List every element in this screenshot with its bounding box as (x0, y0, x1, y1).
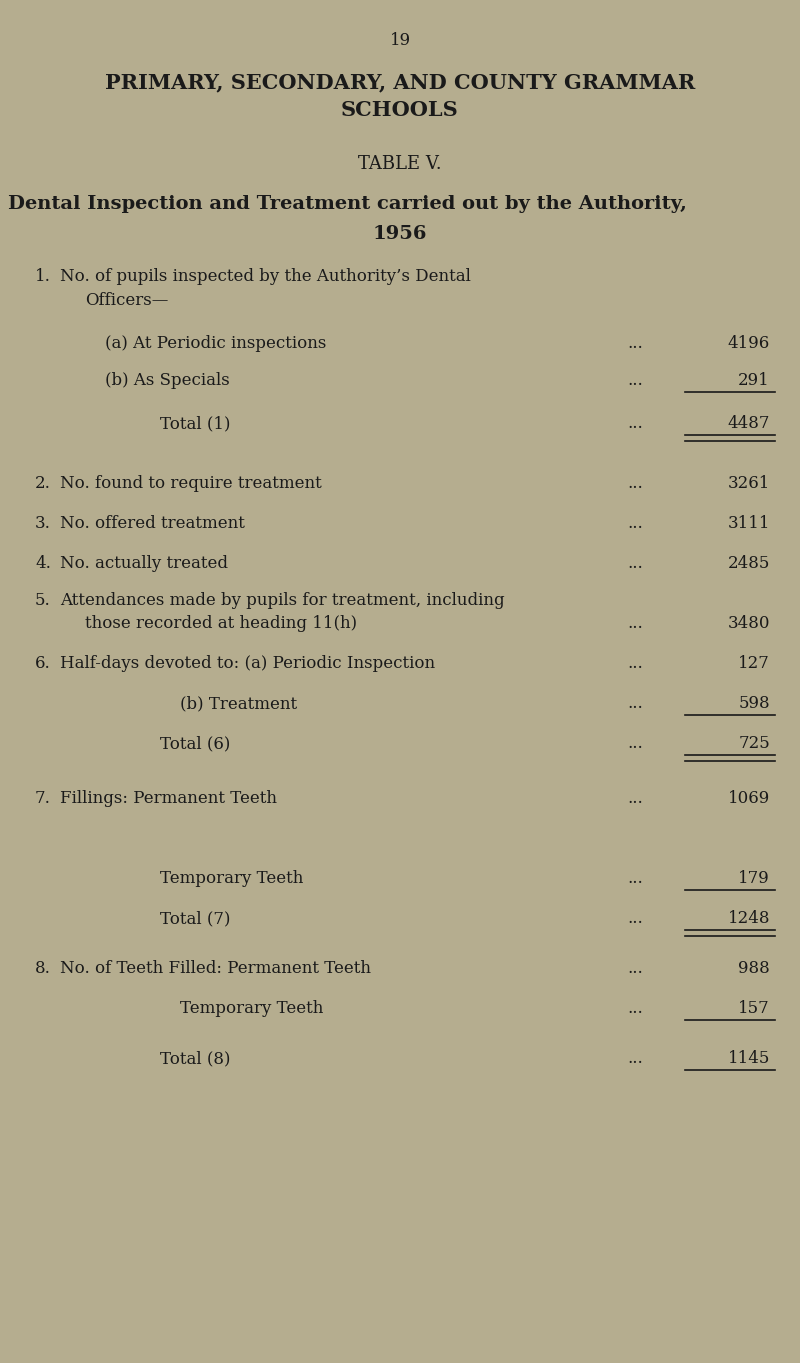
Text: 1956: 1956 (373, 225, 427, 243)
Text: 1248: 1248 (727, 910, 770, 927)
Text: 1069: 1069 (728, 791, 770, 807)
Text: (b) Treatment: (b) Treatment (180, 695, 297, 711)
Text: Total (7): Total (7) (160, 910, 230, 927)
Text: ...: ... (627, 870, 643, 887)
Text: ...: ... (627, 414, 643, 432)
Text: (a) At Periodic inspections: (a) At Periodic inspections (105, 335, 326, 352)
Text: 4196: 4196 (728, 335, 770, 352)
Text: 7.: 7. (35, 791, 51, 807)
Text: Half-days devoted to: (a) Periodic Inspection: Half-days devoted to: (a) Periodic Inspe… (60, 656, 435, 672)
Text: ...: ... (627, 335, 643, 352)
Text: 725: 725 (738, 735, 770, 752)
Text: Officers—: Officers— (85, 292, 168, 309)
Text: 3261: 3261 (728, 474, 770, 492)
Text: ...: ... (627, 1050, 643, 1067)
Text: 1145: 1145 (728, 1050, 770, 1067)
Text: Temporary Teeth: Temporary Teeth (160, 870, 303, 887)
Text: Temporary Teeth: Temporary Teeth (180, 1000, 323, 1017)
Text: ...: ... (627, 515, 643, 532)
Text: No. found to require treatment: No. found to require treatment (60, 474, 322, 492)
Text: 5.: 5. (35, 592, 50, 609)
Text: 598: 598 (738, 695, 770, 711)
Text: No. of pupils inspected by the Authority’s Dental: No. of pupils inspected by the Authority… (60, 269, 471, 285)
Text: ...: ... (627, 910, 643, 927)
Text: ...: ... (627, 735, 643, 752)
Text: No. actually treated: No. actually treated (60, 555, 228, 572)
Text: those recorded at heading 11(h): those recorded at heading 11(h) (85, 615, 357, 632)
Text: 3.: 3. (35, 515, 51, 532)
Text: No. offered treatment: No. offered treatment (60, 515, 245, 532)
Text: (b) As Specials: (b) As Specials (105, 372, 230, 388)
Text: 157: 157 (738, 1000, 770, 1017)
Text: TABLE V.: TABLE V. (358, 155, 442, 173)
Text: 1.: 1. (35, 269, 51, 285)
Text: ...: ... (627, 695, 643, 711)
Text: ...: ... (627, 960, 643, 977)
Text: ...: ... (627, 1000, 643, 1017)
Text: ...: ... (627, 372, 643, 388)
Text: No. of Teeth Filled: Permanent Teeth: No. of Teeth Filled: Permanent Teeth (60, 960, 371, 977)
Text: Total (8): Total (8) (160, 1050, 230, 1067)
Text: Dental Inspection and Treatment carried out by the Authority,: Dental Inspection and Treatment carried … (8, 195, 687, 213)
Text: 179: 179 (738, 870, 770, 887)
Text: 127: 127 (738, 656, 770, 672)
Text: 2485: 2485 (728, 555, 770, 572)
Text: 4487: 4487 (727, 414, 770, 432)
Text: ...: ... (627, 555, 643, 572)
Text: Total (6): Total (6) (160, 735, 230, 752)
Text: 4.: 4. (35, 555, 51, 572)
Text: 2.: 2. (35, 474, 51, 492)
Text: 3111: 3111 (727, 515, 770, 532)
Text: ...: ... (627, 474, 643, 492)
Text: 19: 19 (390, 31, 410, 49)
Text: 988: 988 (738, 960, 770, 977)
Text: 3480: 3480 (727, 615, 770, 632)
Text: Total (1): Total (1) (160, 414, 230, 432)
Text: PRIMARY, SECONDARY, AND COUNTY GRAMMAR: PRIMARY, SECONDARY, AND COUNTY GRAMMAR (105, 72, 695, 91)
Text: ...: ... (627, 656, 643, 672)
Text: 6.: 6. (35, 656, 50, 672)
Text: ...: ... (627, 615, 643, 632)
Text: ...: ... (627, 791, 643, 807)
Text: 291: 291 (738, 372, 770, 388)
Text: Fillings: Permanent Teeth: Fillings: Permanent Teeth (60, 791, 277, 807)
Text: SCHOOLS: SCHOOLS (341, 99, 459, 120)
Text: 8.: 8. (35, 960, 51, 977)
Text: Attendances made by pupils for treatment, including: Attendances made by pupils for treatment… (60, 592, 505, 609)
